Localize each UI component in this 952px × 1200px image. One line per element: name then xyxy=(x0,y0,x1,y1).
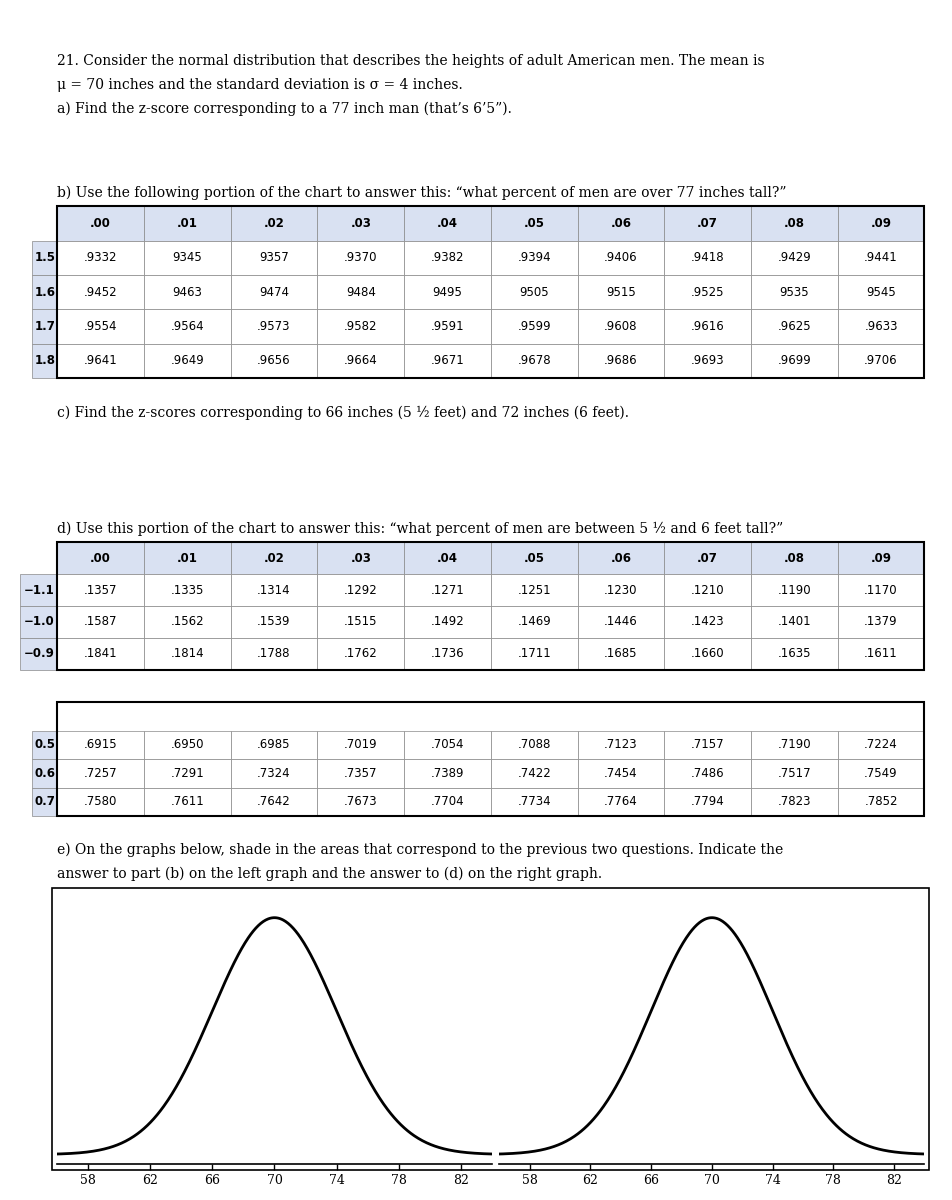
Text: a) Find the z-score corresponding to a 77 inch man (that’s 6’5”).: a) Find the z-score corresponding to a 7… xyxy=(57,102,511,116)
Text: e) On the graphs below, shade in the areas that correspond to the previous two q: e) On the graphs below, shade in the are… xyxy=(57,842,783,857)
Text: b) Use the following portion of the chart to answer this: “what percent of men a: b) Use the following portion of the char… xyxy=(57,186,785,200)
Text: answer to part (b) on the left graph and the answer to (d) on the right graph.: answer to part (b) on the left graph and… xyxy=(57,866,602,881)
Text: μ = 70 inches and the standard deviation is σ = 4 inches.: μ = 70 inches and the standard deviation… xyxy=(57,78,463,92)
Text: 21. Consider the normal distribution that describes the heights of adult America: 21. Consider the normal distribution tha… xyxy=(57,54,764,68)
Text: d) Use this portion of the chart to answer this: “what percent of men are betwee: d) Use this portion of the chart to answ… xyxy=(57,522,783,536)
Text: c) Find the z-scores corresponding to 66 inches (5 ½ feet) and 72 inches (6 feet: c) Find the z-scores corresponding to 66… xyxy=(57,406,628,420)
